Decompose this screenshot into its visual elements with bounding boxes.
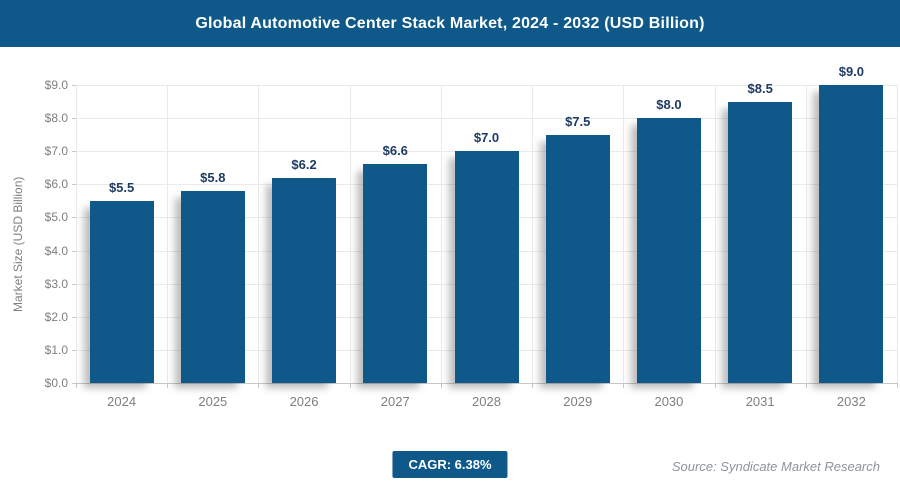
y-tick-label: $9.0 [44, 78, 68, 92]
x-axis-tick [258, 383, 260, 388]
y-tick-label: $6.0 [44, 177, 68, 192]
x-tick-label: 2025 [198, 394, 228, 409]
y-axis-tick [72, 118, 76, 120]
bar-2032 [819, 85, 884, 383]
bar-2026 [272, 177, 337, 383]
y-axis-tick [72, 250, 76, 252]
v-gridline [805, 85, 807, 383]
bar-value-label: $8.0 [656, 97, 682, 113]
y-axis-title: Market Size (USD Billion) [11, 176, 25, 312]
x-axis-tick [805, 383, 807, 388]
bar-value-label: $9.0 [838, 64, 865, 79]
x-axis-tick [532, 383, 534, 388]
x-axis-tick [167, 383, 169, 388]
x-axis-tick [76, 383, 77, 388]
x-axis-tick [349, 383, 351, 388]
bar-2024 [89, 200, 154, 383]
v-gridline [440, 85, 442, 383]
v-gridline [258, 85, 260, 383]
x-axis-tick [623, 383, 625, 388]
bar-2028 [454, 151, 519, 383]
y-tick-label: $8.0 [44, 111, 68, 126]
x-tick-label: 2027 [380, 394, 410, 409]
y-axis-tick [72, 85, 76, 86]
x-axis-tick [714, 383, 716, 388]
x-tick-label: 2024 [107, 394, 137, 409]
bar-value-label: $6.2 [291, 156, 317, 172]
y-axis-line [76, 85, 77, 383]
bar-value-label: $6.6 [382, 143, 408, 159]
y-tick-label: $0.0 [44, 376, 68, 390]
x-tick-label: 2026 [289, 394, 319, 409]
bar-value-label: $5.8 [200, 169, 226, 185]
chart-title-bar: Global Automotive Center Stack Market, 2… [0, 0, 900, 47]
h-gridline [76, 118, 897, 120]
y-tick-label: $5.0 [44, 210, 68, 225]
y-axis-tick [72, 151, 76, 153]
y-tick-label: $7.0 [44, 144, 68, 159]
x-axis-line [76, 383, 897, 384]
y-axis-tick [72, 383, 76, 384]
x-tick-label: 2032 [836, 394, 866, 409]
v-gridline [349, 85, 351, 383]
y-tick-label: $2.0 [44, 309, 68, 324]
x-axis-tick [897, 383, 898, 388]
y-axis-tick [72, 316, 76, 318]
bar-value-label: $7.5 [565, 113, 591, 129]
y-tick-label: $4.0 [44, 243, 68, 258]
y-axis-tick [72, 349, 76, 351]
y-tick-label: $3.0 [44, 276, 68, 291]
bar-value-label: $8.5 [747, 80, 773, 96]
x-tick-label: 2030 [654, 394, 684, 409]
bar-2030 [636, 118, 701, 383]
x-axis-tick [440, 383, 442, 388]
v-gridline [167, 85, 169, 383]
x-tick-label: 2029 [563, 394, 593, 409]
y-axis-tick [72, 217, 76, 219]
bar-2029 [545, 134, 610, 383]
bar-chart-plot-area: $0.0 $1.0 $2.0 $3.0 $4.0 $5.0 $6.0 $7.0 $8.0 $9.0… [0, 47, 900, 447]
h-gridline [76, 85, 897, 86]
v-gridline [623, 85, 625, 383]
v-gridline [897, 85, 898, 383]
chart-title: Global Automotive Center Stack Market, 2… [195, 14, 705, 32]
v-gridline [714, 85, 716, 383]
cagr-badge: CAGR: 6.38% [392, 451, 508, 478]
y-axis-tick [72, 184, 76, 186]
source-attribution: Source: Syndicate Market Research [671, 459, 880, 474]
bar-2025 [180, 190, 245, 383]
bar-2027 [363, 164, 428, 383]
x-tick-label: 2028 [472, 394, 501, 409]
x-tick-label: 2031 [745, 394, 775, 409]
bar-2031 [728, 101, 793, 383]
bar-value-label: $7.0 [473, 130, 500, 146]
y-tick-label: $1.0 [44, 342, 68, 357]
v-gridline [532, 85, 534, 383]
y-axis-tick [72, 283, 76, 285]
bar-value-label: $5.5 [108, 179, 135, 195]
